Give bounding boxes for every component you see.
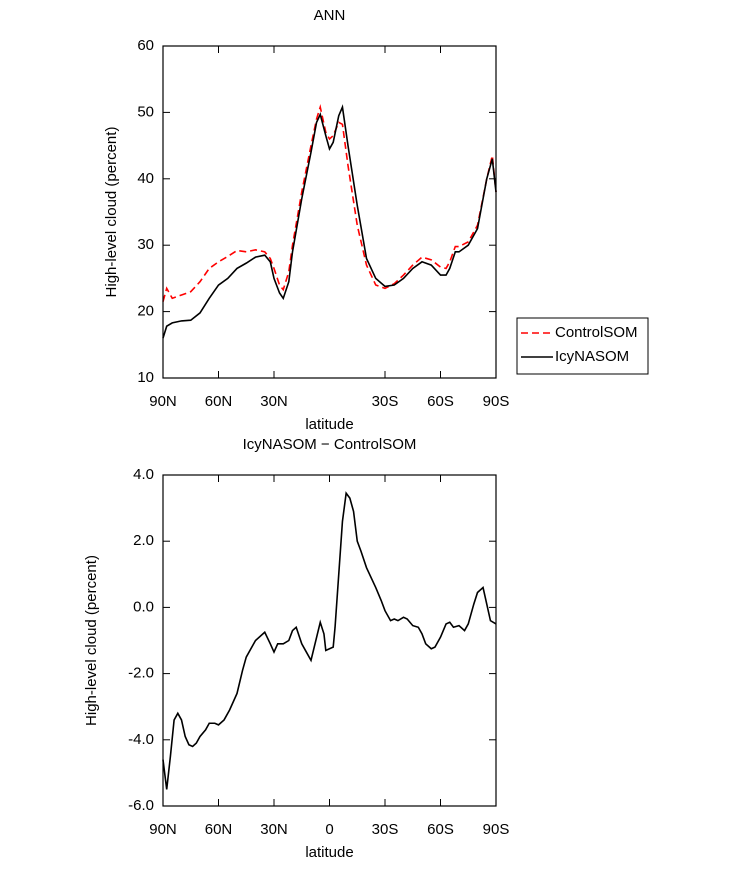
legend-box: [516, 317, 649, 375]
y-tick-label: -4.0: [128, 731, 154, 748]
x-tick-label: 30N: [260, 393, 288, 410]
y-tick-label: 4.0: [133, 466, 154, 483]
data-line: [162, 491, 497, 790]
x-tick-label: 90S: [483, 821, 510, 838]
data-line: [162, 103, 497, 302]
x-tick-label: 90N: [149, 393, 177, 410]
x-tick-label: 30S: [372, 393, 399, 410]
x-tick-label: 90S: [483, 393, 510, 410]
data-line: [162, 104, 497, 339]
y-tick-label: 20: [137, 303, 154, 320]
y-tick-label: 0.0: [133, 598, 154, 615]
x-tick-label: 60N: [205, 821, 233, 838]
legend-label: ControlSOM: [555, 324, 638, 341]
x-tick-label: 60S: [427, 393, 454, 410]
y-tick-label: 10: [137, 369, 154, 386]
chart-title: ANN: [314, 7, 346, 24]
y-axis-label: High-level cloud (percent): [103, 127, 120, 298]
y-tick-label: -2.0: [128, 665, 154, 682]
chart-title: IcyNASOM − ControlSOM: [243, 436, 417, 453]
plot-frame: [162, 474, 497, 807]
x-tick-label: 0: [325, 821, 333, 838]
legend-label: IcyNASOM: [555, 348, 629, 365]
y-tick-label: 60: [137, 37, 154, 54]
x-tick-label: 60N: [205, 393, 233, 410]
plot-frame: [162, 45, 497, 379]
x-tick-label: 60S: [427, 821, 454, 838]
x-tick-label: 30N: [260, 821, 288, 838]
y-tick-label: 2.0: [133, 532, 154, 549]
y-tick-label: 30: [137, 236, 154, 253]
x-axis-label: latitude: [305, 416, 353, 433]
y-tick-label: 40: [137, 170, 154, 187]
x-tick-label: 30S: [372, 821, 399, 838]
y-tick-label: 50: [137, 103, 154, 120]
y-tick-label: -6.0: [128, 797, 154, 814]
x-tick-label: 90N: [149, 821, 177, 838]
x-axis-label: latitude: [305, 844, 353, 861]
y-axis-label: High-level cloud (percent): [83, 555, 100, 726]
